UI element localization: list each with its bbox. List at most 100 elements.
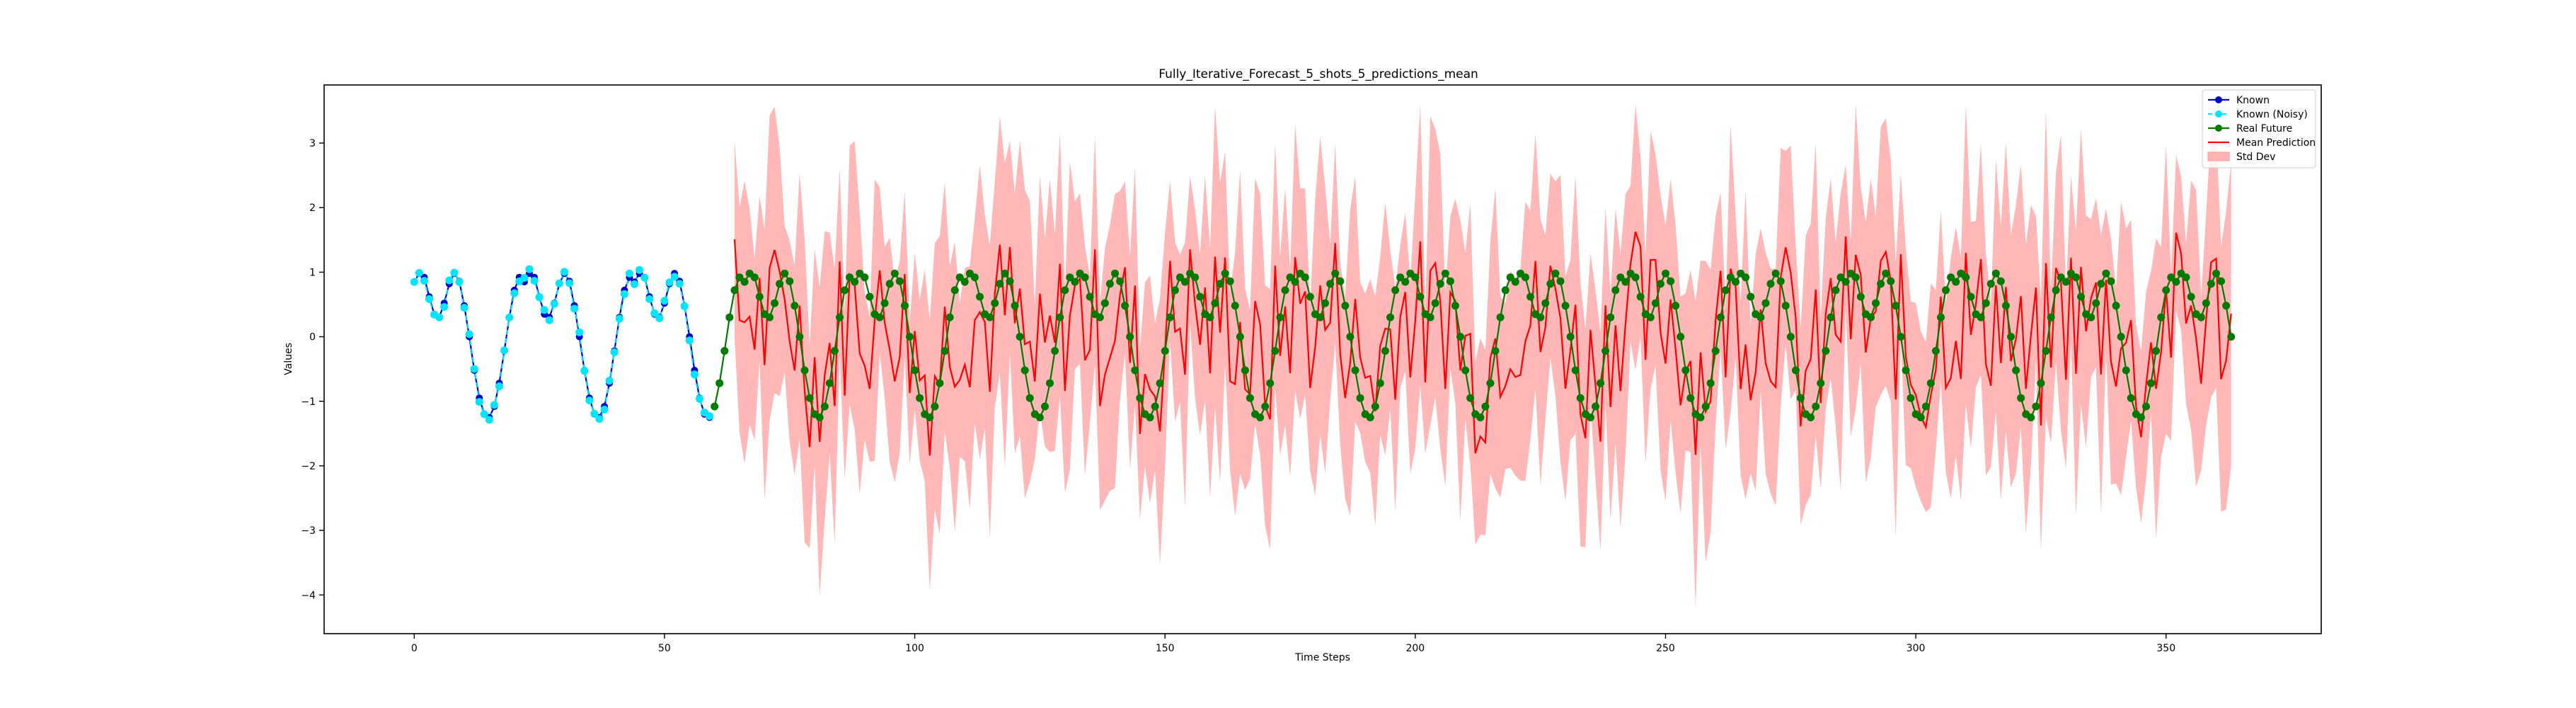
real-future-point — [1105, 280, 1114, 288]
real-future-point — [790, 302, 799, 310]
real-future-point — [715, 379, 724, 387]
real-future-point — [2037, 379, 2045, 387]
real-future-point — [1126, 333, 1134, 341]
real-future-point — [1706, 379, 1715, 387]
legend-label-known-noisy: Known (Noisy) — [2236, 109, 2308, 120]
real-future-point — [996, 280, 1004, 288]
plot-area-frame — [323, 84, 2322, 634]
y-tick-label: 1 — [309, 267, 316, 278]
real-future-point — [1016, 333, 1024, 341]
known-noisy-point — [645, 295, 654, 303]
x-tick-label: 50 — [658, 643, 671, 654]
real-future-point — [1817, 379, 1825, 387]
real-future-point — [1131, 366, 1139, 375]
real-future-point — [1747, 292, 1755, 301]
known-noisy-point — [655, 314, 664, 322]
known-noisy-point — [520, 274, 529, 282]
real-future-point — [1381, 347, 1389, 355]
real-future-point — [1396, 273, 1405, 282]
real-future-point — [960, 278, 969, 286]
known-noisy-point — [590, 409, 599, 418]
real-future-point — [1937, 313, 1945, 321]
real-future-point — [1721, 286, 1730, 295]
x-tick-label: 350 — [2156, 643, 2175, 654]
real-future-point — [820, 402, 829, 411]
real-future-point — [1020, 366, 1029, 375]
real-future-point — [2032, 402, 2040, 411]
real-future-point — [2127, 394, 2135, 402]
real-future-point — [1231, 302, 1239, 310]
y-axis-ticks: −4 −3 −2 −1 0 1 2 3 — [301, 138, 324, 601]
known-noisy-point — [690, 370, 698, 379]
real-future-point — [970, 273, 979, 282]
real-future-point — [861, 273, 869, 282]
known-noisy-point — [565, 279, 574, 287]
real-future-point — [1276, 313, 1284, 321]
real-future-point — [2122, 366, 2130, 375]
real-future-point — [1511, 278, 1519, 286]
real-future-point — [2012, 366, 2020, 375]
known-noisy-point — [440, 303, 449, 312]
x-tick-label: 300 — [1907, 643, 1926, 654]
real-future-point — [1441, 269, 1449, 278]
real-future-point — [2027, 413, 2035, 422]
real-future-point — [1952, 278, 1960, 286]
y-axis-label: Values — [283, 343, 294, 375]
chart-title: Fully_Iterative_Forecast_5_shots_5_predi… — [1158, 67, 1478, 81]
real-future-point — [1856, 292, 1865, 301]
real-future-point — [1867, 313, 1875, 321]
real-future-point — [1756, 313, 1765, 321]
real-future-point — [825, 379, 834, 387]
real-future-point — [851, 278, 859, 286]
mean-prediction-line — [733, 232, 2232, 456]
x-tick-label: 200 — [1405, 643, 1425, 654]
known-noisy-point — [680, 302, 689, 310]
real-future-point — [1331, 269, 1340, 278]
y-tick-label: −3 — [301, 525, 316, 537]
real-future-point — [1025, 394, 1034, 402]
real-future-point — [2217, 277, 2225, 285]
real-future-point — [1426, 313, 1434, 321]
known-noisy-point — [480, 410, 488, 418]
real-future-point — [1672, 302, 1680, 310]
real-future-point — [815, 413, 824, 422]
real-future-point — [1812, 402, 1820, 411]
real-future-point — [1491, 347, 1500, 355]
real-future-point — [1316, 313, 1324, 321]
real-future-point — [2227, 333, 2236, 341]
real-future-point — [1246, 394, 1254, 402]
legend-label-known: Known — [2236, 95, 2270, 106]
real-future-point — [941, 347, 949, 355]
real-future-point — [2071, 273, 2080, 282]
real-future-point — [1592, 402, 1599, 411]
real-future-point — [1496, 313, 1505, 321]
real-future-point — [1041, 402, 1049, 411]
real-future-point — [1056, 313, 1064, 321]
real-future-point — [916, 394, 924, 402]
real-future-point — [1561, 302, 1570, 310]
real-future-point — [830, 347, 839, 355]
real-future-point — [1931, 347, 1940, 355]
real-future-point — [1086, 292, 1094, 301]
legend-label-real-future: Real Future — [2236, 123, 2292, 135]
real-future-point — [2077, 292, 2085, 301]
known-noisy-point — [545, 316, 553, 324]
real-future-point — [1771, 269, 1780, 278]
real-future-point — [755, 292, 764, 301]
known-noisy-point — [585, 396, 594, 405]
known-noisy-point — [455, 278, 464, 286]
real-future-point — [1991, 269, 2000, 278]
real-future-point — [1291, 278, 1299, 286]
real-future-point — [1476, 413, 1485, 422]
real-future-point — [1921, 402, 1930, 411]
real-future-point — [1892, 302, 1900, 310]
real-future-point — [1986, 280, 1995, 288]
real-future-point — [1431, 299, 1439, 307]
real-future-point — [1011, 302, 1019, 310]
real-future-point — [2212, 269, 2220, 278]
real-future-point — [1351, 366, 1359, 375]
real-future-point — [841, 286, 849, 295]
real-future-point — [1341, 302, 1350, 310]
real-future-point — [1271, 347, 1280, 355]
real-future-point — [735, 273, 744, 282]
